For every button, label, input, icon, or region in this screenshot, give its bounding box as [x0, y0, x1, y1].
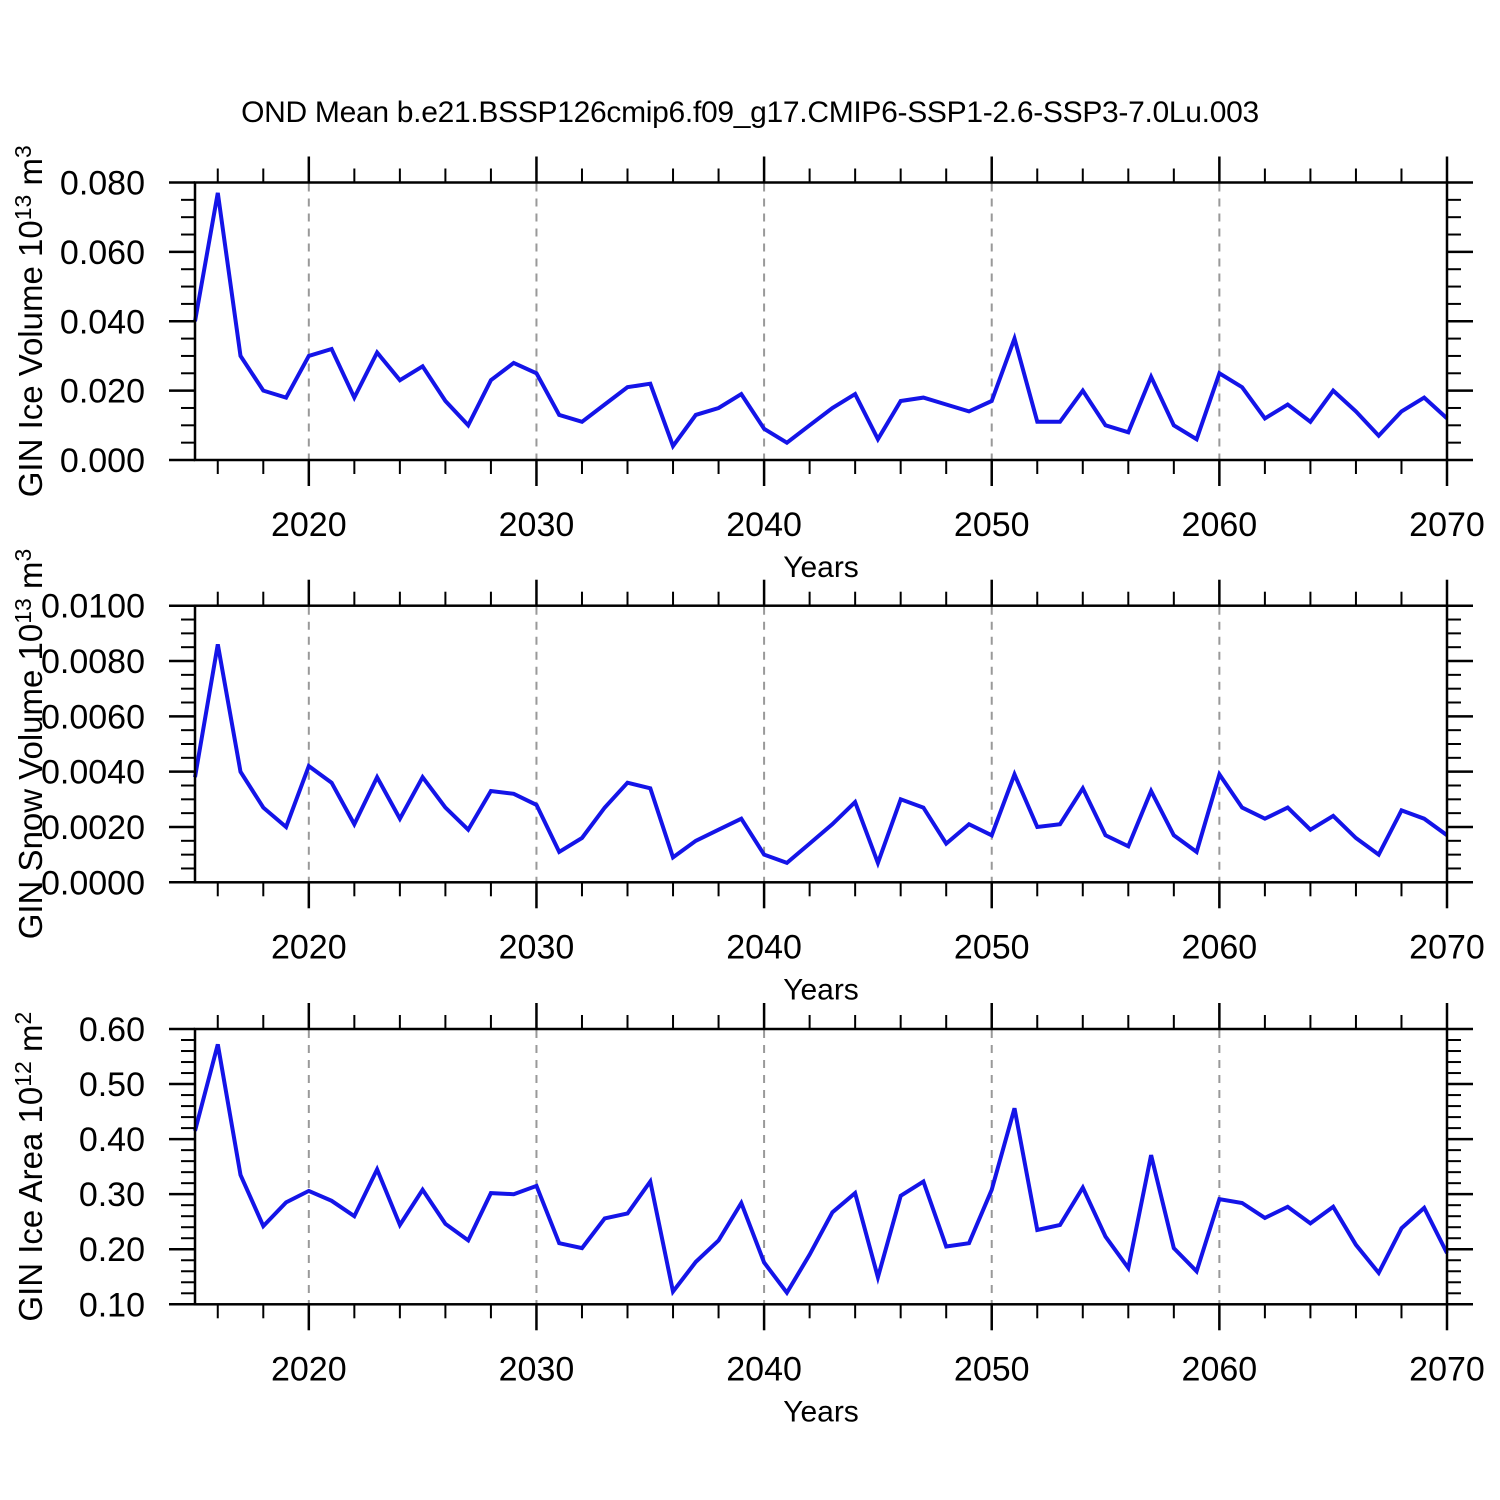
- x-tick-label: 2060: [1182, 1350, 1258, 1388]
- x-tick-label: 2040: [726, 506, 802, 544]
- y-tick-label: 0.0040: [41, 754, 145, 792]
- plot-frame: [193, 1027, 1449, 1306]
- y-tick-label: 0.50: [79, 1066, 145, 1104]
- chart-title: OND Mean b.e21.BSSP126cmip6.f09_g17.CMIP…: [241, 96, 1259, 129]
- y-tick-label: 0.080: [60, 165, 145, 203]
- y-tick-label: 0.040: [60, 303, 145, 341]
- y-tick-label: 0.0060: [41, 698, 145, 736]
- panels-root: 2020 2030 2040 2050 2060 2070 0.000 0.020 0.040 0…: [10, 145, 1485, 1428]
- x-tick-label: 2030: [499, 1350, 575, 1388]
- x-tick-label: 2070: [1409, 506, 1485, 544]
- x-tick-label: 2070: [1409, 928, 1485, 966]
- x-tick-label: 2070: [1409, 1350, 1485, 1388]
- y-tick-label: 0.020: [60, 373, 145, 411]
- ticks: [169, 579, 1473, 909]
- panel-ice-area: 2020 2030 2040 2050 2060 2070 0.10 0.20 0.30 0.40…: [10, 1003, 1485, 1428]
- y-tick-label: 0.60: [79, 1011, 145, 1049]
- y-tick-label: 0.0080: [41, 643, 145, 681]
- x-tick-label: 2060: [1182, 506, 1258, 544]
- y-tick-label: 0.10: [79, 1286, 145, 1324]
- x-tick-label: 2050: [954, 928, 1030, 966]
- x-axis-title: Years: [783, 1395, 859, 1428]
- y-tick-label: 0.0000: [41, 864, 145, 902]
- y-tick-label: 0.0100: [41, 588, 145, 626]
- x-tick-label: 2020: [271, 1350, 347, 1388]
- x-axis-title: Years: [783, 973, 859, 1006]
- ticks: [169, 156, 1473, 486]
- y-tick-label: 0.000: [60, 442, 145, 480]
- y-axis-title: GIN Ice Volume 1013 m3: [10, 145, 49, 497]
- ticks: [169, 1003, 1473, 1331]
- y-axis-title: GIN Snow Volume 1013 m3: [10, 549, 49, 940]
- y-tick-label: 0.40: [79, 1121, 145, 1159]
- x-axis-title: Years: [783, 551, 859, 584]
- y-tick-label: 0.0020: [41, 809, 145, 847]
- panel-ice-volume: 2020 2030 2040 2050 2060 2070 0.000 0.020 0.040 0…: [10, 145, 1485, 584]
- x-tick-label: 2040: [726, 928, 802, 966]
- x-tick-label: 2060: [1182, 928, 1258, 966]
- series-line-ice-area: [193, 1043, 1449, 1297]
- x-tick-label: 2020: [271, 928, 347, 966]
- y-axis-title: GIN Ice Area 1012 m2: [10, 1012, 49, 1322]
- x-tick-label: 2030: [499, 506, 575, 544]
- y-tick-label: 0.30: [79, 1176, 145, 1214]
- x-tick-label: 2050: [954, 1350, 1030, 1388]
- panel-snow-volume: 2020 2030 2040 2050 2060 2070 0.0000 0.0020 0.00…: [10, 549, 1485, 1007]
- series-line-snow-volume: [193, 644, 1449, 869]
- x-tick-label: 2040: [726, 1350, 802, 1388]
- x-tick-label: 2020: [271, 506, 347, 544]
- series-line-ice-volume: [193, 192, 1449, 451]
- x-tick-label: 2050: [954, 506, 1030, 544]
- x-tick-label: 2030: [499, 928, 575, 966]
- y-tick-label: 0.20: [79, 1231, 145, 1269]
- y-tick-label: 0.060: [60, 234, 145, 272]
